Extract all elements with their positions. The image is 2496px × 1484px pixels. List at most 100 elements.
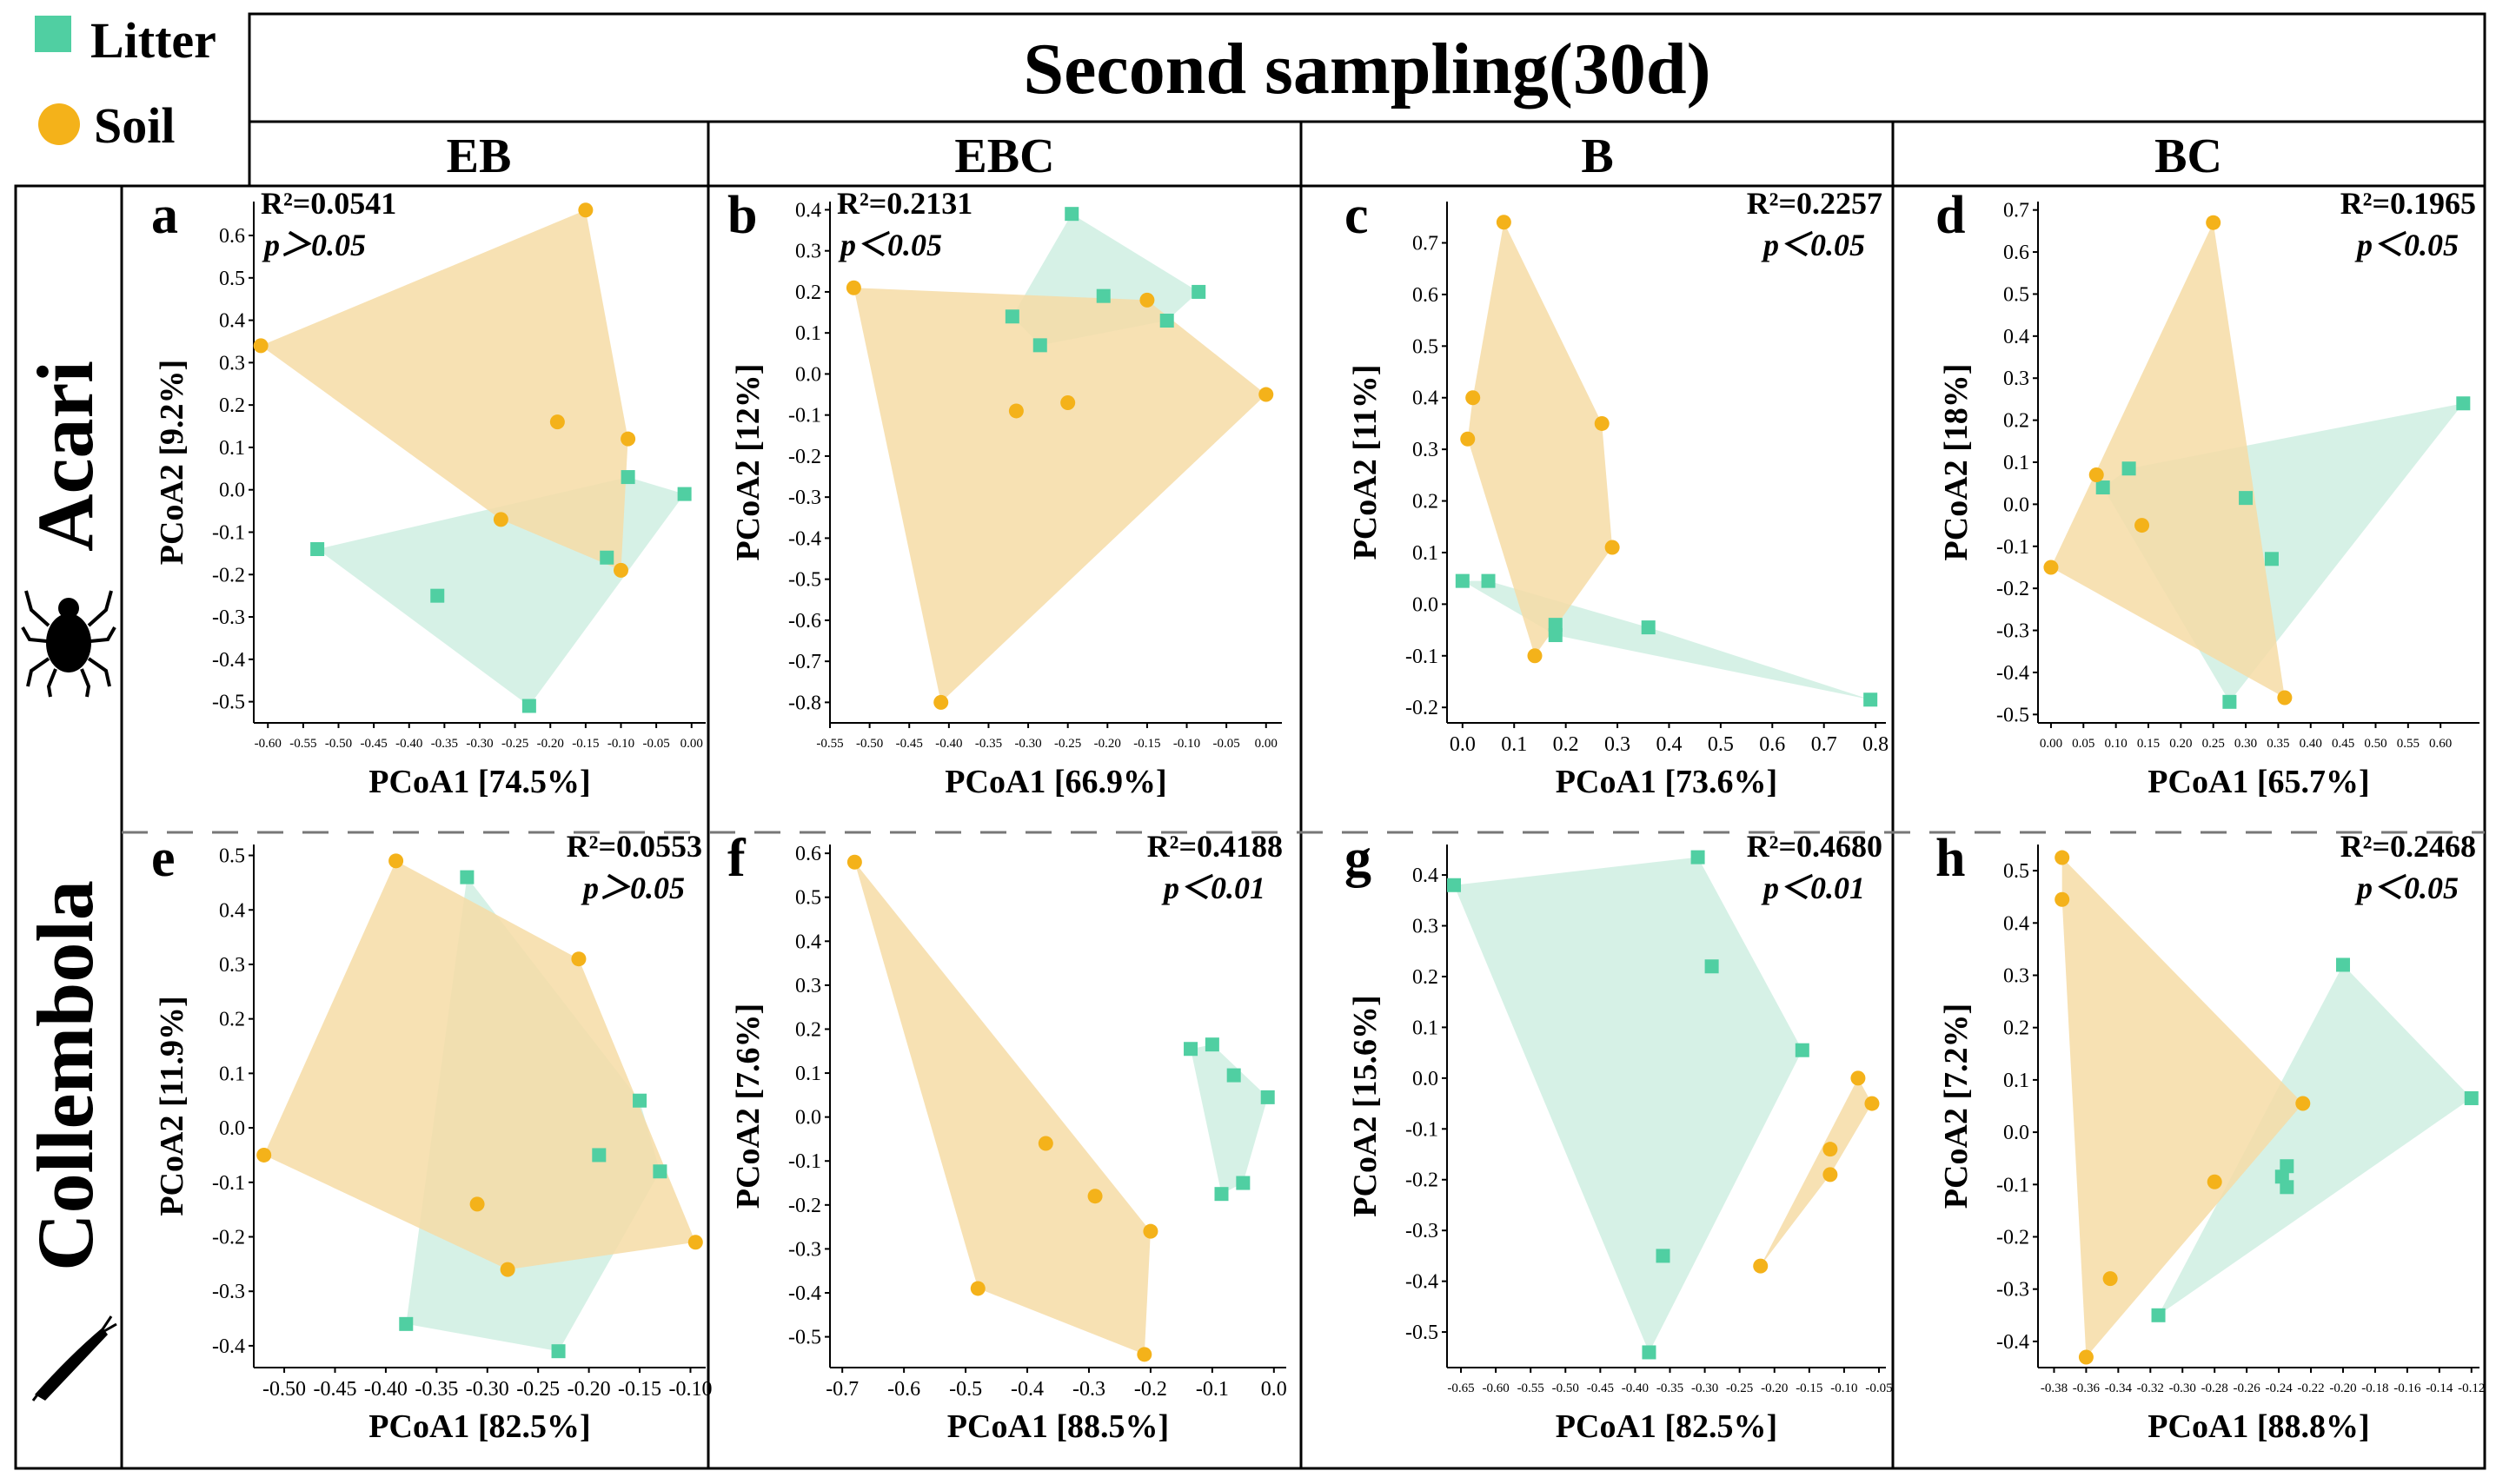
y-tick-label: 0.4 [219,310,245,333]
x-tick-label: -0.45 [1587,1381,1614,1395]
panel-a: -0.5 -0.4 -0.3 -0.2 -0.1 0.0 0.1 0.2 0.3 0.4 0.5 0.… [151,186,706,800]
y-tick-label: 0.5 [1412,335,1438,358]
litter-point [1863,692,1878,707]
y-tick-label: 0.1 [2003,452,2029,474]
x-tick-label: 0.40 [2300,737,2322,751]
soil-hull [1467,222,1613,656]
x-tick-label: -0.26 [2234,1381,2261,1395]
litter-hull [2158,964,2472,1315]
x-tick-label: -0.22 [2297,1381,2324,1395]
soil-point [571,951,587,967]
y-tick-label: 0.3 [219,352,245,374]
x-tick-label: -0.45 [361,737,388,751]
y-axis-title: PCoA2 [7.6%] [730,1004,767,1209]
litter-point [2464,1090,2479,1105]
litter-point [600,550,614,565]
litter-point [633,1093,647,1108]
litter-point [1005,309,1019,324]
x-tick-label: 0.2 [1553,733,1579,756]
x-tick-label: -0.18 [2361,1381,2388,1395]
y-tick-label: -0.2 [1405,697,1438,719]
soil-point [1139,292,1155,308]
litter-point [551,1344,566,1359]
litter-point [1795,1043,1809,1057]
x-tick-label: -0.65 [1447,1381,1474,1395]
y-tick-label: 0.2 [219,1009,245,1031]
litter-point [1548,628,1563,643]
y-tick-label: 0.0 [2003,1122,2029,1144]
y-tick-label: 0.2 [2003,1017,2029,1040]
p-value-label: p＞0.05 [581,871,685,905]
soil-point [256,1147,272,1163]
x-tick-label: 0.05 [2072,737,2094,751]
panel-g: -0.5 -0.4 -0.3 -0.2 -0.1 0.0 0.1 0.2 0.3 0.4 -0.65… [1344,829,1893,1445]
soil-point [1087,1189,1103,1204]
x-axis-title: PCoA1 [88.5%] [947,1408,1169,1445]
x-tick-label: -0.38 [2041,1381,2068,1395]
x-tick-label: -0.10 [1173,737,1200,751]
y-tick-label: -0.4 [1405,1271,1438,1294]
y-tick-label: -0.3 [1996,620,2029,643]
y-tick-label: 0.3 [795,975,821,997]
litter-point [399,1316,414,1331]
soil-point [2206,215,2221,230]
y-tick-label: 0.0 [1412,1068,1438,1090]
x-tick-label: 0.00 [680,737,703,751]
y-tick-label: 0.0 [219,480,245,502]
x-tick-label: -0.30 [1691,1381,1718,1395]
soil-point [846,854,862,870]
soil-point [2043,560,2059,575]
litter-point [1214,1187,1229,1202]
y-tick-label: 0.0 [795,1107,821,1130]
soil-point [2088,467,2104,483]
x-tick-label: 0.3 [1604,733,1630,756]
soil-point [253,338,269,354]
x-tick-label: -0.30 [2169,1381,2196,1395]
legend-litter-label: Litter [90,12,216,69]
x-tick-label: -0.60 [1482,1381,1509,1395]
litter-point [2151,1308,2166,1322]
x-tick-label: -0.45 [896,737,923,751]
legend-soil-swatch [38,103,80,145]
litter-point [1641,620,1656,635]
x-tick-label: -0.10 [1830,1381,1857,1395]
y-tick-label: 0.0 [219,1117,245,1140]
soil-hull [261,209,628,571]
x-tick-label: -0.25 [1054,737,1081,751]
x-tick-label: -0.05 [643,737,670,751]
soil-point [1594,415,1610,431]
r-squared-label: R²=0.2257 [1747,186,1882,221]
x-tick-label: -0.30 [466,737,493,751]
x-tick-label: -0.10 [607,737,634,751]
y-tick-label: 0.1 [1412,1017,1438,1039]
soil-point [2055,850,2070,865]
x-tick-label: -0.25 [516,1378,560,1401]
y-tick-label: 0.5 [219,268,245,290]
y-tick-label: -0.2 [788,1195,821,1217]
soil-point [1850,1070,1866,1086]
y-tick-label: 0.2 [1412,491,1438,513]
y-tick-label: -0.1 [788,405,821,427]
soil-point [1060,394,1076,410]
x-tick-label: -0.60 [255,737,282,751]
y-tick-label: -0.1 [212,1172,245,1195]
soil-point [2055,891,2070,907]
y-tick-label: 0.0 [1412,593,1438,616]
soil-point [1460,431,1476,447]
litter-point [1226,1068,1241,1083]
y-tick-label: 0.5 [2003,283,2029,306]
litter-point [1205,1037,1219,1052]
y-tick-label: 0.2 [795,1018,821,1041]
y-tick-label: -0.3 [212,1281,245,1303]
legend-litter-swatch [35,16,71,52]
y-tick-label: 0.3 [219,954,245,977]
y-tick-label: 0.5 [795,887,821,910]
y-tick-label: 0.2 [2003,410,2029,433]
litter-point [2095,480,2110,495]
x-axis-title: PCoA1 [66.9%] [945,764,1166,800]
y-tick-label: 0.3 [1412,439,1438,461]
litter-point [2280,1159,2294,1174]
litter-point [1481,573,1496,588]
r-squared-label: R²=0.0553 [567,829,702,864]
